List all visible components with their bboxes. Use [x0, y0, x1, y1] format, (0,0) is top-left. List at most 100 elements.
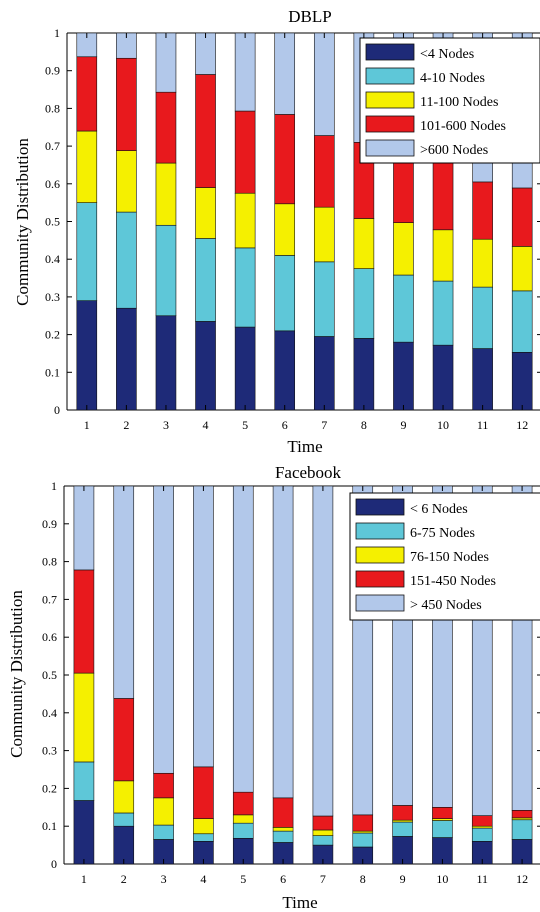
bar-segment	[312, 829, 334, 836]
bar-segment	[471, 815, 493, 827]
bar-segment	[274, 330, 296, 411]
bar-segment	[353, 268, 375, 339]
bar-segment	[432, 820, 453, 838]
x-axis-label: Time	[282, 893, 317, 912]
bar-segment	[73, 800, 95, 865]
bar-segment	[274, 32, 296, 115]
bar-segment	[232, 814, 254, 824]
x-tick-label: 7	[320, 872, 326, 886]
y-tick-label: 0.3	[45, 290, 60, 304]
bar-segment	[73, 485, 95, 571]
bar-segment	[116, 211, 137, 309]
x-tick-label: 7	[321, 418, 327, 432]
bar-segment	[234, 326, 256, 411]
legend-swatch	[365, 115, 415, 133]
bar-segment	[472, 286, 493, 349]
bar-segment	[155, 32, 177, 93]
bar-segment	[272, 827, 294, 832]
bar-segment	[312, 835, 334, 846]
bar-segment	[153, 772, 174, 799]
bar-segment	[313, 336, 335, 411]
bar-segment	[393, 155, 414, 223]
bar-segment	[392, 821, 413, 837]
y-tick-label: 0.2	[42, 781, 57, 795]
y-tick-label: 0.7	[45, 139, 60, 153]
legend-swatch	[355, 594, 405, 612]
bar-segment	[432, 229, 454, 282]
bar-segment	[393, 222, 414, 276]
y-tick-label: 0.3	[42, 744, 57, 758]
bar-segment	[73, 672, 95, 763]
bar-segment	[232, 485, 254, 793]
bar-segment	[274, 114, 296, 205]
bar-segment	[153, 824, 174, 840]
bar-segment	[234, 32, 256, 112]
legend-label: >600 Nodes	[420, 143, 488, 158]
legend-label: 76-150 Nodes	[410, 550, 489, 565]
bar-segment	[471, 827, 493, 842]
bar-segment	[113, 485, 135, 699]
legend-swatch	[365, 43, 415, 61]
bar-segment	[352, 814, 374, 832]
y-tick-label: 0.1	[45, 365, 60, 379]
bar-segment	[272, 830, 294, 843]
x-tick-label: 3	[163, 418, 169, 432]
bar-segment	[113, 780, 135, 814]
bar-segment	[472, 238, 493, 288]
x-tick-label: 12	[516, 418, 528, 432]
bar-segment	[195, 321, 216, 411]
bar-segment	[353, 218, 375, 269]
bar-segment	[272, 485, 294, 799]
y-tick-label: 0.7	[42, 592, 57, 606]
bar-segment	[193, 833, 214, 842]
y-tick-label: 0.9	[42, 517, 57, 531]
x-tick-label: 8	[361, 418, 367, 432]
x-tick-label: 5	[240, 872, 246, 886]
bar-segment	[76, 202, 98, 301]
legend-label: > 450 Nodes	[410, 598, 482, 613]
bar-segment	[232, 822, 254, 839]
legend-label: < 6 Nodes	[410, 502, 468, 517]
legend-swatch	[365, 91, 415, 109]
legend-swatch	[365, 139, 415, 157]
legend: < 6 Nodes 6-75 Nodes 76-150 Nodes 151-450 N…	[349, 492, 540, 621]
y-tick-label: 0.1	[42, 819, 57, 833]
x-tick-label: 9	[400, 418, 406, 432]
y-tick-label: 0.8	[42, 555, 57, 569]
bar-segment	[155, 91, 177, 164]
y-tick-label: 0.2	[45, 328, 60, 342]
bar-segment	[113, 698, 135, 782]
bar-segment	[73, 569, 95, 674]
y-tick-label: 0.5	[45, 215, 60, 229]
x-tick-label: 11	[476, 872, 488, 886]
bar-segment	[193, 766, 214, 819]
y-axis-label: Community Distribution	[7, 590, 26, 758]
x-tick-label: 1	[81, 872, 87, 886]
bar-segment	[392, 805, 413, 821]
x-tick-label: 5	[242, 418, 248, 432]
bar-segment	[274, 255, 296, 332]
x-tick-label: 1	[84, 418, 90, 432]
legend-label: 11-100 Nodes	[420, 95, 498, 110]
plot-area: 00.10.20.30.40.50.60.70.80.911 2 3 4 5 6 7 8 9 10…	[42, 479, 540, 886]
bar-segment	[432, 806, 453, 819]
x-axis-label: Time	[287, 437, 322, 456]
bar-segment	[76, 300, 98, 411]
y-tick-label: 0.8	[45, 101, 60, 115]
bar-segment	[155, 224, 177, 317]
x-tick-label: 6	[280, 872, 286, 886]
bar-segment	[432, 344, 454, 411]
legend-swatch	[355, 522, 405, 540]
bar-segment	[113, 812, 135, 827]
bar-segment	[153, 797, 174, 826]
y-tick-label: 0.9	[45, 64, 60, 78]
y-tick-label: 0	[51, 857, 57, 871]
bar-segment	[234, 192, 256, 249]
x-tick-label: 8	[360, 872, 366, 886]
x-tick-label: 4	[203, 418, 209, 432]
x-tick-label: 9	[400, 872, 406, 886]
y-tick-label: 1	[51, 479, 57, 493]
bar-segment	[155, 162, 177, 226]
bar-segment	[511, 187, 533, 247]
bar-segment	[155, 315, 177, 411]
